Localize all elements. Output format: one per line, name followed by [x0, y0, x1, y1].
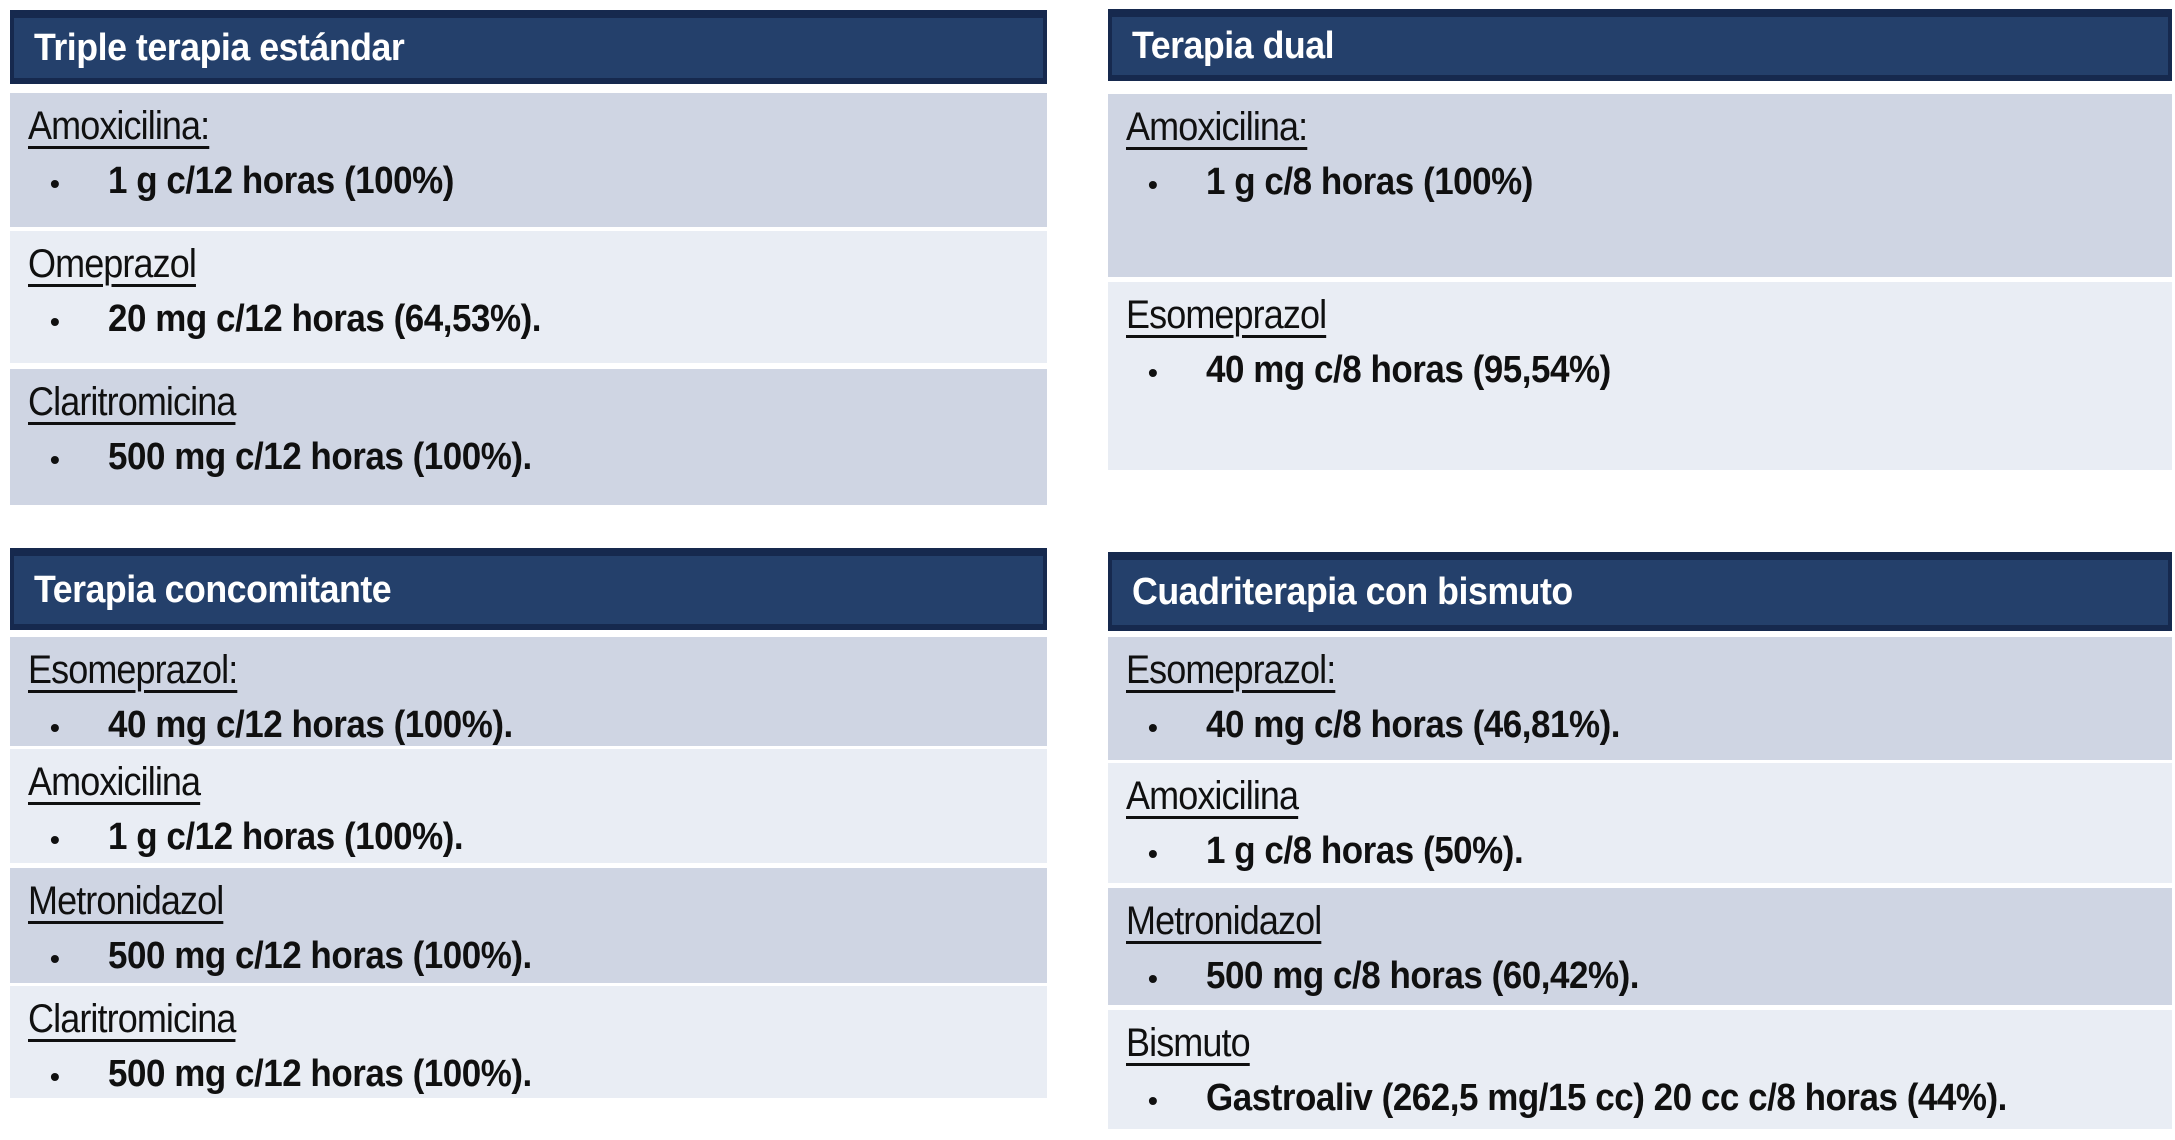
drug-name: Esomeprazol: — [1126, 648, 1336, 692]
panel-terapia-concomitante: Terapia concomitante Esomeprazol: • 40 m… — [10, 548, 1047, 1098]
drug-name: Metronidazol — [1126, 899, 1322, 943]
dose-line: • 40 mg c/8 horas (95,54%) — [1126, 349, 2162, 393]
dose-text: 1 g c/12 horas (100%). — [108, 816, 464, 858]
panel-title: Terapia dual — [1132, 24, 1335, 67]
drug-name: Metronidazol — [28, 879, 224, 923]
therapy-row: Metronidazol • 500 mg c/12 horas (100%). — [10, 868, 1047, 983]
dose-line: • 1 g c/12 horas (100%) — [28, 160, 1037, 204]
therapy-row: Claritromicina • 500 mg c/12 horas (100%… — [10, 369, 1047, 505]
panel-header: Triple terapia estándar — [10, 10, 1047, 84]
dose-text: 1 g c/8 horas (50%). — [1206, 830, 1524, 872]
dose-line: • Gastroaliv (262,5 mg/15 cc) 20 cc c/8 … — [1126, 1077, 2162, 1121]
drug-name: Bismuto — [1126, 1021, 1251, 1065]
therapy-row: Esomeprazol: • 40 mg c/8 horas (46,81%). — [1108, 637, 2172, 760]
therapy-row: Esomeprazol • 40 mg c/8 horas (95,54%) — [1108, 282, 2172, 470]
dose-text: 500 mg c/12 horas (100%). — [108, 1053, 532, 1095]
bullet-icon: • — [1148, 963, 1158, 994]
dose-text: 40 mg c/8 horas (95,54%) — [1206, 349, 1611, 391]
dose-line: • 40 mg c/8 horas (46,81%). — [1126, 704, 2162, 748]
drug-name: Amoxicilina — [1126, 774, 1299, 818]
therapy-row: Amoxicilina: • 1 g c/12 horas (100%) — [10, 93, 1047, 227]
dose-text: 40 mg c/12 horas (100%). — [108, 704, 513, 746]
dose-line: • 500 mg c/12 horas (100%). — [28, 935, 1037, 979]
bullet-icon: • — [50, 824, 60, 855]
dose-line: • 40 mg c/12 horas (100%). — [28, 704, 1037, 746]
therapy-row: Bismuto • Gastroaliv (262,5 mg/15 cc) 20… — [1108, 1010, 2172, 1129]
dose-line: • 500 mg c/8 horas (60,42%). — [1126, 955, 2162, 999]
panel-header: Terapia dual — [1108, 9, 2172, 81]
panel-cuadriterapia-con-bismuto: Cuadriterapia con bismuto Esomeprazol: •… — [1108, 552, 2172, 1129]
therapy-row: Amoxicilina • 1 g c/12 horas (100%). — [10, 749, 1047, 863]
dose-text: 500 mg c/12 horas (100%). — [108, 436, 532, 478]
bullet-icon: • — [1148, 838, 1158, 869]
dose-line: • 20 mg c/12 horas (64,53%). — [28, 298, 1037, 342]
drug-name: Amoxicilina — [28, 760, 201, 804]
bullet-icon: • — [1148, 357, 1158, 388]
dose-text: 40 mg c/8 horas (46,81%). — [1206, 704, 1621, 746]
bullet-icon: • — [50, 444, 60, 475]
panel-header: Cuadriterapia con bismuto — [1108, 552, 2172, 631]
therapy-row: Omeprazol • 20 mg c/12 horas (64,53%). — [10, 231, 1047, 363]
dose-line: • 1 g c/8 horas (50%). — [1126, 830, 2162, 874]
therapy-row: Claritromicina • 500 mg c/12 horas (100%… — [10, 986, 1047, 1098]
bullet-icon: • — [1148, 1085, 1158, 1116]
dose-text: 500 mg c/8 horas (60,42%). — [1206, 955, 1640, 997]
dose-text: 1 g c/8 horas (100%) — [1206, 161, 1533, 203]
dose-text: 1 g c/12 horas (100%) — [108, 160, 454, 202]
bullet-icon: • — [50, 1061, 60, 1092]
dose-line: • 1 g c/12 horas (100%). — [28, 816, 1037, 860]
therapy-row: Metronidazol • 500 mg c/8 horas (60,42%)… — [1108, 888, 2172, 1005]
drug-name: Amoxicilina: — [1126, 105, 1308, 149]
dose-line: • 1 g c/8 horas (100%) — [1126, 161, 2162, 205]
bullet-icon: • — [50, 168, 60, 199]
bullet-icon: • — [1148, 169, 1158, 200]
panel-triple-terapia-estandar: Triple terapia estándar Amoxicilina: • 1… — [10, 10, 1047, 505]
therapy-row: Amoxicilina • 1 g c/8 horas (50%). — [1108, 763, 2172, 883]
dose-line: • 500 mg c/12 horas (100%). — [28, 1053, 1037, 1097]
drug-name: Omeprazol — [28, 242, 197, 286]
panel-header: Terapia concomitante — [10, 548, 1047, 630]
bullet-icon: • — [50, 712, 60, 743]
drug-name: Esomeprazol — [1126, 293, 1327, 337]
bullet-icon: • — [50, 306, 60, 337]
drug-name: Claritromicina — [28, 997, 236, 1041]
panel-title: Terapia concomitante — [34, 568, 392, 611]
panel-terapia-dual: Terapia dual Amoxicilina: • 1 g c/8 hora… — [1108, 9, 2172, 470]
therapy-row: Amoxicilina: • 1 g c/8 horas (100%) — [1108, 94, 2172, 277]
drug-name: Claritromicina — [28, 380, 236, 424]
dose-text: 20 mg c/12 horas (64,53%). — [108, 298, 542, 340]
bullet-icon: • — [50, 943, 60, 974]
panel-title: Triple terapia estándar — [34, 26, 405, 69]
therapy-row: Esomeprazol: • 40 mg c/12 horas (100%). — [10, 637, 1047, 746]
dose-line: • 500 mg c/12 horas (100%). — [28, 436, 1037, 480]
bullet-icon: • — [1148, 712, 1158, 743]
drug-name: Esomeprazol: — [28, 648, 238, 692]
panel-title: Cuadriterapia con bismuto — [1132, 571, 1573, 613]
dose-text: Gastroaliv (262,5 mg/15 cc) 20 cc c/8 ho… — [1206, 1077, 2007, 1119]
drug-name: Amoxicilina: — [28, 104, 210, 148]
dose-text: 500 mg c/12 horas (100%). — [108, 935, 532, 977]
